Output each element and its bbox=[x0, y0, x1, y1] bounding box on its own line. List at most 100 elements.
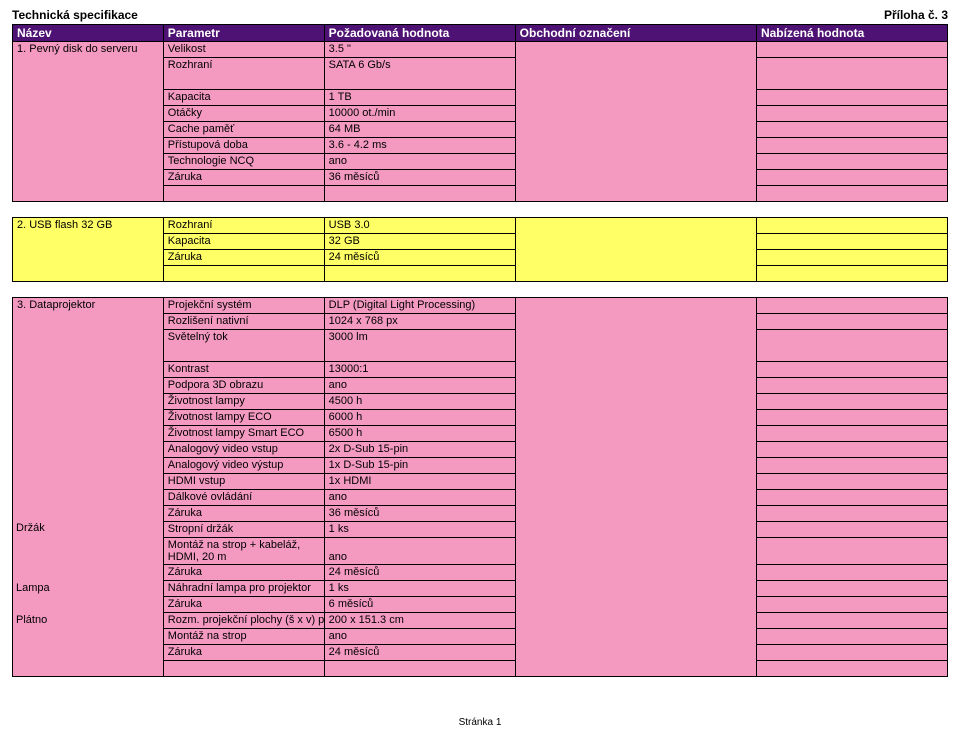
value: USB 3.0 bbox=[324, 218, 515, 234]
offer-cell bbox=[756, 250, 947, 266]
offer-cell bbox=[756, 474, 947, 490]
param: HDMI vstup bbox=[163, 474, 324, 490]
param: Světelný tok bbox=[163, 330, 324, 346]
sub-lampa: Lampa bbox=[16, 582, 50, 594]
offer-cell bbox=[756, 362, 947, 378]
param: Podpora 3D obrazu bbox=[163, 378, 324, 394]
param: Dálkové ovládání bbox=[163, 490, 324, 506]
offer-cell bbox=[756, 58, 947, 74]
param: Rozhraní bbox=[163, 58, 324, 74]
value: 3.6 - 4.2 ms bbox=[324, 138, 515, 154]
value: 3000 lm bbox=[324, 330, 515, 346]
offer-cell bbox=[756, 90, 947, 106]
offer-cell bbox=[756, 645, 947, 661]
param: Velikost bbox=[163, 42, 324, 58]
param: Záruka bbox=[163, 565, 324, 581]
offer-cell bbox=[756, 106, 947, 122]
offer-cell bbox=[756, 122, 947, 138]
param: Záruka bbox=[163, 506, 324, 522]
spacer-row bbox=[13, 282, 948, 298]
value: 1 ks bbox=[324, 581, 515, 597]
header-row: Název Parametr Požadovaná hodnota Obchod… bbox=[13, 25, 948, 42]
offer-cell bbox=[756, 218, 947, 234]
value: 6500 h bbox=[324, 426, 515, 442]
section-name: 1. Pevný disk do serveru bbox=[13, 42, 164, 202]
value: ano bbox=[324, 538, 515, 565]
value: 6000 h bbox=[324, 410, 515, 426]
offer-cell bbox=[756, 613, 947, 629]
value: 36 měsíců bbox=[324, 170, 515, 186]
spacer-row bbox=[13, 202, 948, 218]
h-trade: Obchodní označení bbox=[515, 25, 756, 42]
sub-drzak: Držák bbox=[16, 522, 45, 534]
offer-cell bbox=[756, 629, 947, 645]
offer-cell bbox=[756, 458, 947, 474]
param: Kontrast bbox=[163, 362, 324, 378]
value: SATA 6 Gb/s bbox=[324, 58, 515, 74]
table-row: 2. USB flash 32 GB Rozhraní USB 3.0 bbox=[13, 218, 948, 234]
value: 13000:1 bbox=[324, 362, 515, 378]
offer-cell bbox=[756, 138, 947, 154]
value: 10000 ot./min bbox=[324, 106, 515, 122]
param: Analogový video vstup bbox=[163, 442, 324, 458]
s3-name: 3. Dataprojektor bbox=[17, 299, 95, 311]
param: Rozhraní bbox=[163, 218, 324, 234]
value: 1 TB bbox=[324, 90, 515, 106]
param: Záruka bbox=[163, 250, 324, 266]
offer-cell bbox=[756, 410, 947, 426]
value: DLP (Digital Light Processing) bbox=[324, 298, 515, 314]
section-name: 2. USB flash 32 GB bbox=[13, 218, 164, 282]
value: ano bbox=[324, 490, 515, 506]
h-req: Požadovaná hodnota bbox=[324, 25, 515, 42]
value: 1x D-Sub 15-pin bbox=[324, 458, 515, 474]
top-header: Technická specifikace Příloha č. 3 bbox=[12, 8, 948, 22]
param: Životnost lampy bbox=[163, 394, 324, 410]
value: 24 měsíců bbox=[324, 645, 515, 661]
param: Technologie NCQ bbox=[163, 154, 324, 170]
offer-cell bbox=[756, 234, 947, 250]
param: Životnost lampy Smart ECO bbox=[163, 426, 324, 442]
value: 1x HDMI bbox=[324, 474, 515, 490]
trade-cell bbox=[515, 218, 756, 282]
value: 24 měsíců bbox=[324, 565, 515, 581]
param-empty bbox=[163, 186, 324, 202]
param: Přístupová doba bbox=[163, 138, 324, 154]
param: Stropní držák bbox=[163, 522, 324, 538]
h-name: Název bbox=[13, 25, 164, 42]
param: Náhradní lampa pro projektor bbox=[163, 581, 324, 597]
value: 64 MB bbox=[324, 122, 515, 138]
offer-cell bbox=[756, 330, 947, 346]
param: Montáž na strop bbox=[163, 629, 324, 645]
offer-cell bbox=[756, 597, 947, 613]
param: Rozlišení nativní bbox=[163, 314, 324, 330]
offer-cell bbox=[756, 426, 947, 442]
offer-cell bbox=[756, 186, 947, 202]
param: Montáž na strop + kabeláž, HDMI, 20 m bbox=[163, 538, 324, 565]
param: Otáčky bbox=[163, 106, 324, 122]
spec-table: Název Parametr Požadovaná hodnota Obchod… bbox=[12, 24, 948, 677]
value: 32 GB bbox=[324, 234, 515, 250]
param: Analogový video výstup bbox=[163, 458, 324, 474]
sub-platno: Plátno bbox=[16, 614, 47, 626]
offer-cell bbox=[756, 170, 947, 186]
value: 24 měsíců bbox=[324, 250, 515, 266]
offer-cell bbox=[756, 42, 947, 58]
param: Kapacita bbox=[163, 234, 324, 250]
param: Kapacita bbox=[163, 90, 324, 106]
param: Rozm. projekční plochy (š x v) pl bbox=[163, 613, 324, 629]
offer-cell bbox=[756, 565, 947, 581]
value: ano bbox=[324, 154, 515, 170]
page-footer: Stránka 1 bbox=[12, 717, 948, 728]
annex: Příloha č. 3 bbox=[884, 8, 948, 22]
table-row: 3. Dataprojektor Projekční systém DLP (D… bbox=[13, 298, 948, 314]
offer-cell bbox=[756, 506, 947, 522]
value: ano bbox=[324, 378, 515, 394]
offer-cell bbox=[756, 522, 947, 538]
table-row: 1. Pevný disk do serveru Velikost 3.5 " bbox=[13, 42, 948, 58]
param: Záruka bbox=[163, 645, 324, 661]
value: 200 x 151.3 cm bbox=[324, 613, 515, 629]
value: 1 ks bbox=[324, 522, 515, 538]
offer-cell bbox=[756, 154, 947, 170]
value: 6 měsíců bbox=[324, 597, 515, 613]
value: 36 měsíců bbox=[324, 506, 515, 522]
